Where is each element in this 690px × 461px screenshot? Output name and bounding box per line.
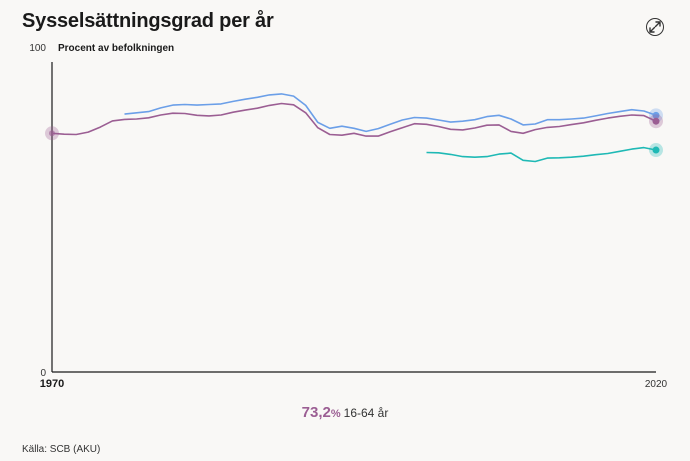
x-tick-label-start: 1970 [40,378,64,390]
series-end-marker-1[interactable] [652,111,660,119]
y-tick-label-bottom: 0 [40,368,46,379]
expand-button[interactable] [646,18,664,36]
x-tick-label-end: 2020 [645,379,668,390]
selected-value-caption: 73,2% 16-64 år [0,404,690,421]
caption-label: 16-64 år [343,406,389,420]
y-tick-label-top: 100 [29,43,46,54]
series-line-1[interactable] [124,93,657,133]
y-axis-label: Procent av befolkningen [58,43,174,54]
series-end-marker-3[interactable] [652,146,660,154]
series-start-marker-2[interactable] [49,130,55,137]
series-line-3[interactable] [426,146,657,163]
series-end-marker-2[interactable] [652,117,660,125]
line-chart: 100 0 Procent av befolkningen 1970 2020 [29,43,668,390]
source-note: Källa: SCB (AKU) [22,444,101,455]
expand-arrows-icon [649,21,661,33]
caption-unit: % [330,408,341,420]
chart-title: Sysselsättningsgrad per år [22,10,274,32]
series-line-2[interactable] [51,102,657,137]
caption-value: 73,2 [301,404,331,421]
